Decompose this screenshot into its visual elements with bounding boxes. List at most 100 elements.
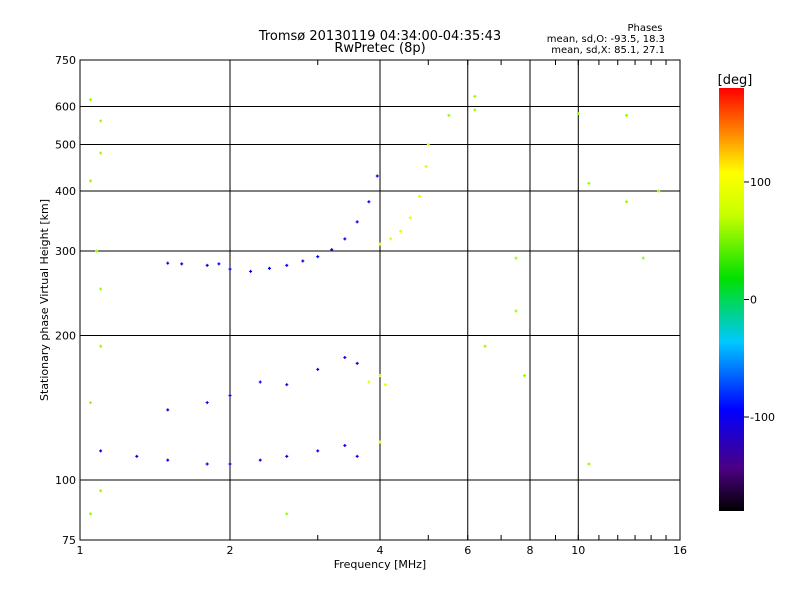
data-point <box>249 269 253 273</box>
data-point <box>205 263 209 267</box>
y-tick-label: 300 <box>55 245 76 258</box>
data-point <box>523 374 527 378</box>
data-point <box>99 287 103 291</box>
data-point <box>180 262 184 266</box>
data-point <box>587 462 591 466</box>
data-point <box>135 454 139 458</box>
data-point <box>383 383 387 387</box>
data-point <box>258 380 262 384</box>
data-point <box>217 262 221 266</box>
data-point <box>355 454 359 458</box>
y-tick-label: 600 <box>55 101 76 114</box>
x-tick-label: 16 <box>673 544 687 557</box>
x-tick-label: 6 <box>464 544 471 557</box>
data-point <box>424 164 428 168</box>
data-point <box>316 255 320 259</box>
colorbar <box>719 88 744 511</box>
colorbar-label: [deg] <box>718 73 753 88</box>
data-point <box>378 242 382 246</box>
data-point <box>378 440 382 444</box>
data-point <box>587 181 591 185</box>
data-point <box>330 248 334 252</box>
data-point <box>367 380 371 384</box>
chart-subtitle: RwPretec (8p) <box>334 41 425 56</box>
data-point <box>99 119 103 123</box>
data-point <box>285 454 289 458</box>
data-point <box>228 394 232 398</box>
stats-x-mode: mean, sd,X: 85.1, 27.1 <box>551 45 665 56</box>
data-point <box>285 383 289 387</box>
data-points <box>89 94 661 516</box>
data-point <box>285 512 289 516</box>
data-point <box>316 367 320 371</box>
data-point <box>514 256 518 260</box>
y-axis-label: Stationary phase Virtual Height [km] <box>38 199 51 401</box>
data-point <box>625 113 629 117</box>
data-point <box>166 261 170 265</box>
data-point <box>166 458 170 462</box>
data-point <box>641 256 645 260</box>
data-point <box>355 361 359 365</box>
colorbar-tick-label: 100 <box>750 176 771 189</box>
data-point <box>99 449 103 453</box>
data-point <box>389 237 393 241</box>
stats-header: Phases <box>627 23 662 34</box>
data-point <box>408 216 412 220</box>
y-tick-label: 200 <box>55 330 76 343</box>
data-point <box>367 200 371 204</box>
data-point <box>378 374 382 378</box>
chart-title: Tromsø 20130119 04:34:00-04:35:43 <box>258 29 501 44</box>
y-tick-label: 100 <box>55 474 76 487</box>
data-point <box>95 249 99 253</box>
data-point <box>89 179 93 183</box>
data-point <box>426 143 430 147</box>
x-tick-label: 10 <box>571 544 585 557</box>
data-point <box>99 489 103 493</box>
data-point <box>205 401 209 405</box>
data-point <box>576 112 580 116</box>
data-point <box>89 401 93 405</box>
data-point <box>483 344 487 348</box>
data-point <box>343 444 347 448</box>
data-point <box>285 263 289 267</box>
data-point <box>625 200 629 204</box>
data-point <box>258 458 262 462</box>
data-point <box>514 309 518 313</box>
y-tick-label: 500 <box>55 139 76 152</box>
data-point <box>417 194 421 198</box>
data-point <box>399 229 403 233</box>
stats-o-mode: mean, sd,O: -93.5, 18.3 <box>547 34 665 45</box>
data-point <box>316 449 320 453</box>
data-point <box>343 237 347 241</box>
data-point <box>301 259 305 263</box>
data-point <box>228 267 232 271</box>
x-axis-label: Frequency [MHz] <box>334 558 426 571</box>
colorbar-ticks: 100 0 -100 <box>744 176 775 424</box>
data-point <box>228 462 232 466</box>
data-point <box>205 462 209 466</box>
y-tick-label: 750 <box>55 54 76 67</box>
data-point <box>89 512 93 516</box>
colorbar-tick-label: 0 <box>750 294 757 307</box>
data-point <box>355 220 359 224</box>
data-point <box>267 266 271 270</box>
data-point <box>447 113 451 117</box>
y-tick-label: 400 <box>55 185 76 198</box>
data-point <box>375 174 379 178</box>
x-axis-ticks: 1 2 4 6 8 10 16 <box>77 60 687 557</box>
x-tick-label: 2 <box>227 544 234 557</box>
x-tick-label: 1 <box>77 544 84 557</box>
y-tick-label: 75 <box>62 534 76 547</box>
data-point <box>99 344 103 348</box>
data-point <box>657 189 661 193</box>
data-point <box>89 98 93 102</box>
x-tick-label: 4 <box>377 544 384 557</box>
data-point <box>473 108 477 112</box>
data-point <box>99 151 103 155</box>
data-point <box>166 408 170 412</box>
x-tick-label: 8 <box>527 544 534 557</box>
plot-grid <box>80 60 680 540</box>
data-point <box>343 355 347 359</box>
data-point <box>473 94 477 98</box>
